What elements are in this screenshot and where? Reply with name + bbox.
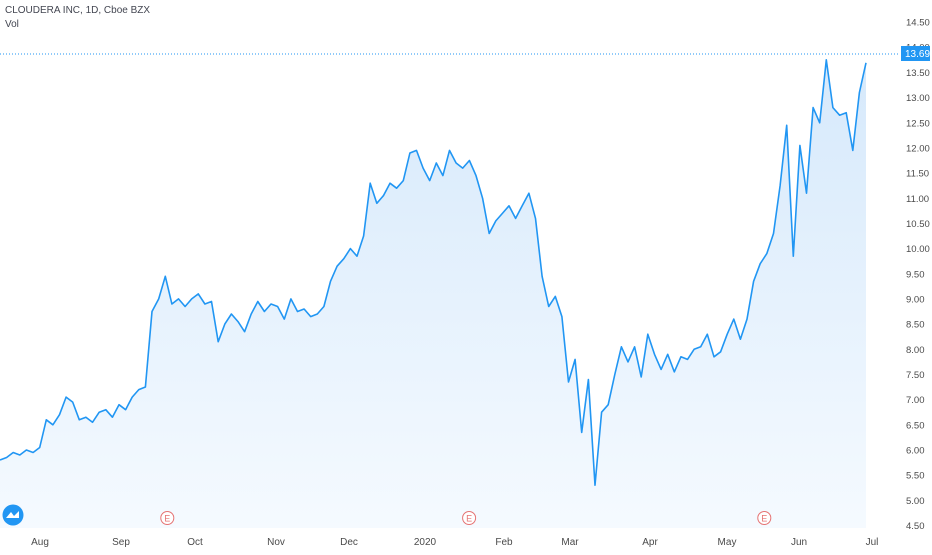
time-tick-label: Jul [866,537,879,548]
price-tick-label: 6.50 [906,420,925,431]
time-tick-label: Feb [495,537,513,548]
price-tick-label: 9.50 [906,269,925,280]
tradingview-logo[interactable] [2,504,24,526]
last-price-tag-bg [901,46,930,61]
time-tick-label: Sep [112,537,130,548]
last-price-tag-value: 13.69 [905,49,930,60]
symbol-title[interactable]: CLOUDERA INC, 1D, Cboe BZX [5,5,151,16]
earnings-marker-label: E [466,514,472,524]
time-tick-label: Jun [791,537,807,548]
price-tick-label: 7.50 [906,370,925,381]
price-tick-label: 11.00 [906,194,929,205]
price-tick-label: 7.00 [906,395,925,406]
time-axis[interactable]: Aug Sep Oct Nov Dec 2020 Feb Mar Apr May Jun Jul [31,537,878,548]
time-tick-label: Apr [642,537,658,548]
price-area [0,59,866,529]
time-tick-label: Nov [267,537,285,548]
time-tick-label: 2020 [414,537,437,548]
time-tick-label: May [718,537,737,548]
price-line [0,59,867,486]
price-tick-label: 12.00 [906,143,930,154]
price-tick-label: 14.50 [906,18,930,29]
earnings-markers: EEEE [160,511,772,525]
price-tick-label: 5.50 [906,471,925,482]
price-tick-label: 13.00 [906,93,930,104]
price-tick-label: 8.00 [906,345,925,356]
time-tick-label: Aug [31,537,49,548]
price-tick-label: 11.50 [906,169,929,180]
time-tick-label: Oct [187,537,203,548]
price-tick-label: 13.50 [906,68,930,79]
price-tick-label: 12.50 [906,118,930,129]
earnings-marker[interactable] [757,511,772,525]
time-tick-label: Mar [561,537,579,548]
volume-label[interactable]: Vol [5,19,19,30]
price-tick-label: 10.50 [906,219,930,230]
last-price-tag: 13.69 [901,46,930,61]
price-tick-label: 9.00 [906,294,925,305]
price-tick-label: 6.00 [906,446,925,457]
price-axis[interactable]: 14.5014.0013.5013.0012.5012.0011.5011.00… [906,18,930,532]
price-tick-label: 8.50 [906,320,925,331]
earnings-marker[interactable] [160,511,175,525]
chart-legend: CLOUDERA INC, 1D, Cboe BZX Vol [5,4,150,32]
time-tick-label: Dec [340,537,358,548]
price-area-fill [0,59,866,529]
earnings-marker-label: E [164,514,170,524]
price-tick-label: 4.50 [906,521,925,532]
earnings-marker-label: E [761,514,767,524]
tradingview-logo-icon [2,504,24,526]
price-tick-label: 5.00 [906,496,925,507]
price-line-path [0,59,867,486]
earnings-marker[interactable] [462,511,477,525]
price-tick-label: 10.00 [906,244,930,255]
